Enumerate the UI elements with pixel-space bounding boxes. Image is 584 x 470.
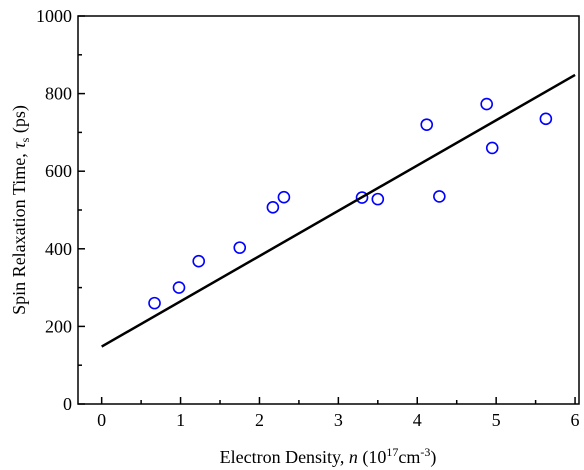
- x-tick-label: 2: [255, 410, 264, 430]
- x-axis-title-exponent-1: 17: [386, 445, 398, 459]
- x-tick-label: 3: [334, 410, 343, 430]
- x-tick-label: 4: [413, 410, 422, 430]
- x-axis-title-close: ): [430, 447, 436, 468]
- axis-ticks: 0 1 2 3 4 5 6 0 200 400 600 800 1000: [36, 6, 580, 430]
- data-point: [371, 192, 385, 206]
- y-axis-title-prefix: Spin Relaxation Time,: [9, 149, 29, 315]
- y-axis-title-symbol: τ: [9, 142, 29, 149]
- x-tick-label: 6: [571, 410, 580, 430]
- y-tick-label: 200: [45, 316, 72, 336]
- data-point: [480, 97, 493, 111]
- x-axis-title-unit: cm: [398, 447, 420, 467]
- data-point: [266, 200, 280, 214]
- x-axis-title-exponent-2: -3: [420, 445, 430, 459]
- fit-line: [101, 73, 576, 348]
- data-point: [420, 118, 434, 131]
- x-axis-title-open: (10: [358, 447, 387, 468]
- data-point: [539, 112, 553, 126]
- plot-area: 0 1 2 3 4 5 6 0 200 400 600 800 1000: [36, 6, 580, 430]
- x-tick-label: 1: [176, 410, 185, 430]
- y-tick-label: 0: [63, 394, 72, 414]
- data-marks: [101, 73, 576, 348]
- data-point: [192, 254, 206, 268]
- data-point: [233, 241, 247, 254]
- x-tick-label: 0: [97, 410, 106, 430]
- y-tick-label: 400: [45, 239, 72, 259]
- data-point: [485, 141, 499, 155]
- data-point: [355, 191, 369, 204]
- data-point: [148, 296, 161, 310]
- y-tick-label: 600: [45, 161, 72, 181]
- x-tick-label: 5: [492, 410, 501, 430]
- y-tick-label: 1000: [36, 6, 72, 26]
- x-axis-title-prefix: Electron Density,: [220, 447, 349, 467]
- y-axis-title: Spin Relaxation Time, τs (ps): [9, 105, 32, 315]
- x-axis-title-symbol: n: [349, 447, 358, 467]
- y-tick-label: 800: [45, 84, 72, 104]
- x-axis-title: Electron Density, n (1017cm-3): [220, 445, 437, 468]
- data-point: [433, 190, 446, 203]
- y-axis-title-subscript: s: [18, 137, 32, 142]
- y-axis-title-suffix: (ps): [9, 105, 30, 138]
- data-point: [277, 190, 291, 204]
- data-point: [172, 281, 186, 294]
- plot-frame: [77, 15, 580, 405]
